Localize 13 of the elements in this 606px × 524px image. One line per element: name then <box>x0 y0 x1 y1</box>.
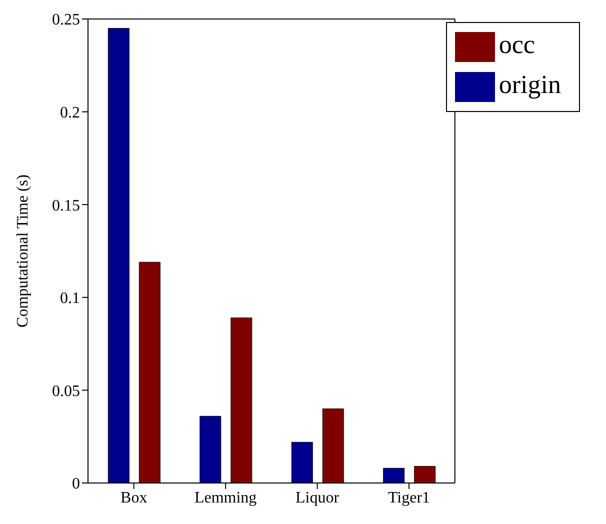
x-tick-label: Box <box>120 489 148 506</box>
y-axis-title: Computational Time (s) <box>14 174 32 328</box>
legend-label: occ <box>498 30 535 59</box>
y-tick-label: 0.25 <box>52 12 80 29</box>
x-tick-label: Tiger1 <box>388 489 430 506</box>
y-tick-label: 0.05 <box>52 382 80 400</box>
legend-label: origin <box>498 70 561 99</box>
y-tick-label: 0.2 <box>60 104 80 122</box>
y-tick-label: 0 <box>72 476 80 493</box>
x-tick-label: Liquor <box>296 489 340 506</box>
y-tick-label: 0.15 <box>52 197 80 214</box>
y-tick-label: 0.1 <box>60 290 80 308</box>
x-tick-label: Lemming <box>194 489 257 506</box>
